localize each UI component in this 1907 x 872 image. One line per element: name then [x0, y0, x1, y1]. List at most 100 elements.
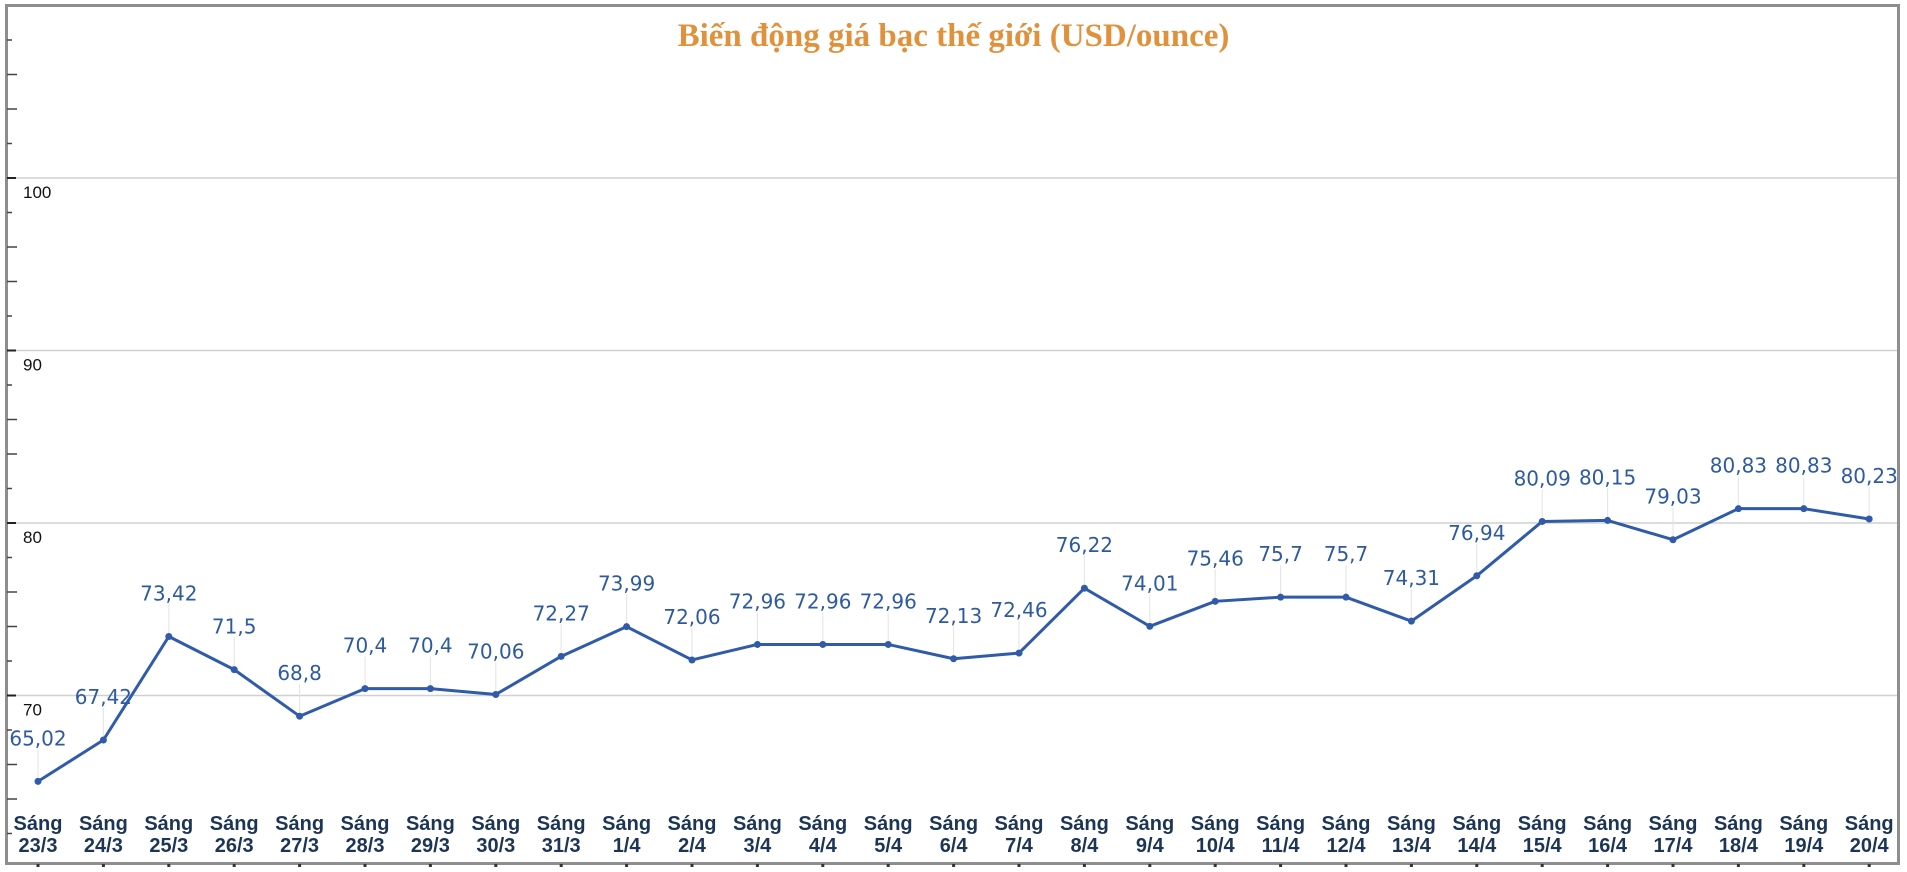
x-tick-label-date: 24/3 [84, 835, 123, 857]
x-axis: Sáng23/3Sáng24/3Sáng25/3Sáng26/3Sáng27/3… [14, 813, 1894, 867]
y-tick-label: 80 [23, 528, 42, 547]
data-point [1473, 572, 1481, 580]
x-tick-label-date: 19/4 [1784, 835, 1824, 857]
x-tick [1279, 864, 1283, 867]
data-point [1538, 517, 1546, 525]
y-tick-label: 100 [23, 183, 51, 202]
data-point [1800, 505, 1808, 513]
x-tick-label: Sáng [144, 813, 193, 835]
data-label: 72,96 [860, 589, 917, 613]
data-point [688, 656, 696, 664]
x-tick-label: Sáng [995, 813, 1044, 835]
data-point [753, 640, 761, 648]
data-label: 74,31 [1383, 566, 1440, 590]
x-tick [1344, 864, 1348, 867]
data-point [950, 655, 958, 663]
x-tick [559, 864, 563, 867]
x-tick-label: Sáng [1779, 813, 1828, 835]
data-point [1277, 593, 1285, 601]
x-tick-label: Sáng [79, 813, 128, 835]
x-tick [1017, 864, 1021, 867]
x-tick-label: Sáng [1256, 813, 1305, 835]
x-tick-label: Sáng [602, 813, 651, 835]
x-tick-label-date: 5/4 [874, 835, 903, 857]
x-tick-label: Sáng [275, 813, 324, 835]
x-tick-label-date: 23/3 [19, 835, 58, 857]
data-label: 75,7 [1324, 542, 1369, 566]
x-tick-label-date: 18/4 [1719, 835, 1759, 857]
x-tick-label: Sáng [1452, 813, 1501, 835]
data-label: 72,13 [925, 604, 982, 628]
x-tick-label-date: 6/4 [940, 835, 969, 857]
x-tick-label: Sáng [1060, 813, 1109, 835]
data-label: 72,27 [533, 601, 590, 625]
chart-frame [5, 4, 1900, 865]
x-tick [36, 864, 40, 867]
data-label: 70,06 [467, 639, 524, 663]
x-tick-label-date: 27/3 [280, 835, 319, 857]
chart-title: Biến động giá bạc thế giới (USD/ounce) [677, 18, 1230, 54]
data-point [1342, 593, 1350, 601]
data-label: 65,02 [9, 726, 66, 750]
data-point [230, 666, 238, 674]
x-tick-label-date: 29/3 [411, 835, 450, 857]
data-label: 79,03 [1644, 485, 1701, 509]
data-point [1407, 617, 1415, 625]
data-point [884, 640, 892, 648]
data-label: 74,01 [1121, 571, 1178, 595]
x-tick-label: Sáng [1845, 813, 1894, 835]
x-tick-label-date: 31/3 [542, 835, 581, 857]
x-tick [1606, 864, 1610, 867]
data-label: 72,96 [794, 589, 851, 613]
x-tick [1409, 864, 1413, 867]
x-tick [821, 864, 825, 867]
x-tick-label: Sáng [471, 813, 520, 835]
x-tick-label: Sáng [1191, 813, 1240, 835]
x-tick-label-date: 11/4 [1262, 835, 1301, 857]
data-point [165, 633, 173, 641]
x-tick [1148, 864, 1152, 867]
data-label: 73,42 [140, 582, 197, 606]
data-label: 76,22 [1056, 533, 1113, 557]
data-label: 72,06 [663, 605, 720, 629]
data-label: 80,83 [1710, 454, 1767, 478]
data-label: 75,46 [1187, 546, 1244, 570]
x-tick [755, 864, 759, 867]
x-tick [1802, 864, 1806, 867]
x-tick-label-date: 1/4 [613, 835, 642, 857]
data-label: 67,42 [75, 685, 132, 709]
data-label: 71,5 [212, 615, 257, 639]
data-point [1080, 584, 1088, 592]
x-tick-label: Sáng [1714, 813, 1763, 835]
data-label: 80,15 [1579, 465, 1636, 489]
x-tick [232, 864, 236, 867]
x-tick [363, 864, 367, 867]
x-tick-label-date: 9/4 [1136, 835, 1165, 857]
x-tick-label: Sáng [864, 813, 913, 835]
x-tick [167, 864, 171, 867]
data-point [1734, 505, 1742, 513]
x-tick-label: Sáng [929, 813, 978, 835]
x-tick-label: Sáng [733, 813, 782, 835]
x-tick-label-date: 13/4 [1392, 835, 1432, 857]
x-tick-label: Sáng [341, 813, 390, 835]
y-tick-label: 90 [23, 356, 42, 375]
x-tick [1213, 864, 1217, 867]
x-tick-label: Sáng [668, 813, 717, 835]
x-tick-label-date: 14/4 [1457, 835, 1497, 857]
x-tick-label-date: 10/4 [1196, 835, 1236, 857]
x-tick-label-date: 20/4 [1850, 835, 1890, 857]
x-tick-label-date: 8/4 [1070, 835, 1099, 857]
data-point [1604, 516, 1612, 524]
x-tick-label-date: 16/4 [1588, 835, 1628, 857]
y-tick-label: 70 [23, 701, 42, 720]
data-point [623, 623, 631, 631]
data-label: 80,09 [1514, 466, 1571, 490]
x-tick [494, 864, 498, 867]
gridlines [8, 177, 1897, 697]
x-tick-label: Sáng [798, 813, 847, 835]
data-point [1146, 622, 1154, 630]
x-tick-label: Sáng [1387, 813, 1436, 835]
x-tick-label-date: 3/4 [743, 835, 772, 857]
